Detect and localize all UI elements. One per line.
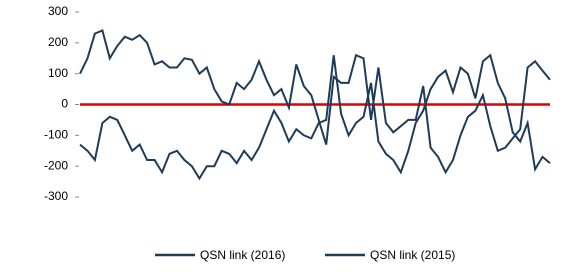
y-tick-label: -100 — [44, 128, 68, 142]
y-tick-label: -200 — [44, 158, 68, 172]
series-line — [79, 29, 551, 175]
legend-label: QSN link (2015) — [370, 248, 455, 262]
y-tick-label: 200 — [48, 35, 68, 49]
y-tick-label: 100 — [48, 66, 68, 80]
y-tick-label: 0 — [61, 97, 68, 111]
y-tick-label: 300 — [48, 4, 68, 18]
legend-label: QSN link (2016) — [200, 248, 285, 262]
series-line — [79, 53, 551, 181]
y-tick-label: -300 — [44, 189, 68, 203]
